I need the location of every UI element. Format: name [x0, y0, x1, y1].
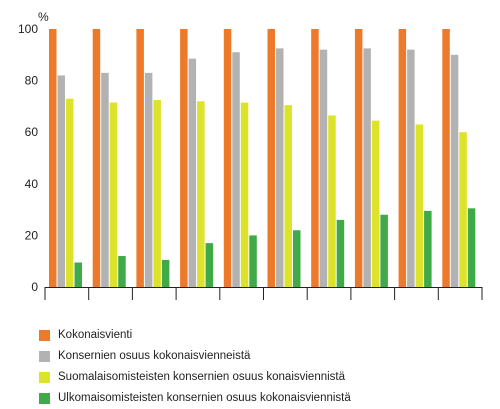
- bar-1-2002: [136, 29, 144, 287]
- bar-3-2007: [371, 120, 380, 287]
- x-tick-label: 2006: [316, 299, 343, 300]
- bar-2-2003: [188, 58, 197, 287]
- bar-3-2004: [240, 102, 249, 287]
- y-tick-label: 40: [25, 177, 39, 191]
- bar-4-2004: [249, 235, 257, 287]
- legend-swatch: [39, 329, 50, 341]
- bar-4-2008: [424, 210, 432, 287]
- x-tick-label: 2008: [403, 299, 430, 300]
- legend-swatch: [39, 350, 50, 362]
- bar-4-2003: [205, 243, 214, 287]
- x-tick-label: 2009: [447, 299, 474, 300]
- bar-4-2009: [467, 208, 476, 287]
- x-axis: 2000 2001 2002 2003 2004 2005 2006 2007 2008 2009: [44, 287, 483, 300]
- legend-label: Suomalaisomisteisten konsernien osuus ko…: [58, 371, 346, 383]
- bar-3-2002: [153, 99, 161, 287]
- bar-3-2005: [284, 105, 292, 287]
- bar-1-2006: [311, 29, 319, 287]
- bar-1-2003: [180, 29, 188, 287]
- legend-label: Kokonaisvienti: [58, 329, 133, 341]
- bar-1-2008: [398, 29, 407, 287]
- bar-2-2007: [363, 48, 371, 287]
- bars-group: [49, 29, 476, 288]
- bar-3-2003: [197, 101, 205, 288]
- x-tick-label: 2002: [141, 299, 168, 300]
- x-tick-label: 2005: [272, 299, 299, 300]
- bar-1-2000: [49, 29, 57, 287]
- bar-4-2001: [118, 256, 126, 287]
- bar-4-2006: [336, 219, 345, 287]
- bar-2-2002: [144, 72, 153, 287]
- bar-4-2005: [293, 230, 301, 287]
- y-tick-label: 100: [18, 22, 38, 36]
- y-unit-label: %: [38, 10, 49, 24]
- bar-2-2004: [232, 52, 240, 287]
- bar-1-2007: [354, 29, 363, 287]
- bar-1-2009: [442, 29, 450, 287]
- bar-2-2009: [450, 54, 459, 287]
- bar-4-2000: [74, 262, 82, 287]
- y-tick-label: 60: [25, 125, 39, 139]
- bar-1-2001: [92, 29, 101, 287]
- bar-2-2005: [276, 48, 284, 287]
- bar-2-2000: [57, 75, 65, 287]
- legend-item: Ulkomaisomisteisten konsernien osuus kok…: [39, 388, 479, 408]
- x-tick-label: 2000: [53, 299, 80, 300]
- y-tick-label: 0: [31, 280, 38, 294]
- x-tick-label: 2003: [185, 299, 212, 300]
- bar-4-2002: [161, 259, 170, 287]
- y-tick-label: 20: [25, 228, 39, 242]
- x-tick-label: 2007: [359, 299, 386, 300]
- legend-swatch: [39, 392, 50, 404]
- legend-label: Ulkomaisomisteisten konsernien osuus kok…: [58, 392, 351, 404]
- bar-4-2007: [380, 214, 388, 287]
- legend-item: Kokonaisvienti: [39, 325, 479, 345]
- x-tick-label: 2004: [228, 299, 255, 300]
- bar-3-2001: [109, 102, 118, 287]
- x-tick-label: 2001: [97, 299, 124, 300]
- bar-3-2000: [66, 98, 74, 287]
- bar-3-2009: [459, 132, 467, 287]
- y-tick-label: 80: [25, 74, 39, 88]
- y-axis: 0 20 40 60 80 100: [18, 22, 38, 294]
- legend: Kokonaisvienti Konsernien osuus kokonaisv…: [39, 325, 479, 409]
- bar-3-2006: [328, 115, 336, 288]
- bar-3-2008: [415, 124, 424, 288]
- legend-item: Konsernien osuus kokonaisvienneistä: [39, 346, 479, 366]
- bar-1-2005: [267, 29, 275, 287]
- legend-swatch: [39, 371, 50, 383]
- bar-2-2006: [319, 49, 328, 287]
- legend-label: Konsernien osuus kokonaisvienneistä: [58, 350, 251, 362]
- legend-item: Suomalaisomisteisten konsernien osuus ko…: [39, 367, 479, 387]
- bar-2-2001: [101, 72, 109, 287]
- bar-1-2004: [223, 29, 232, 287]
- bar-2-2008: [407, 49, 415, 287]
